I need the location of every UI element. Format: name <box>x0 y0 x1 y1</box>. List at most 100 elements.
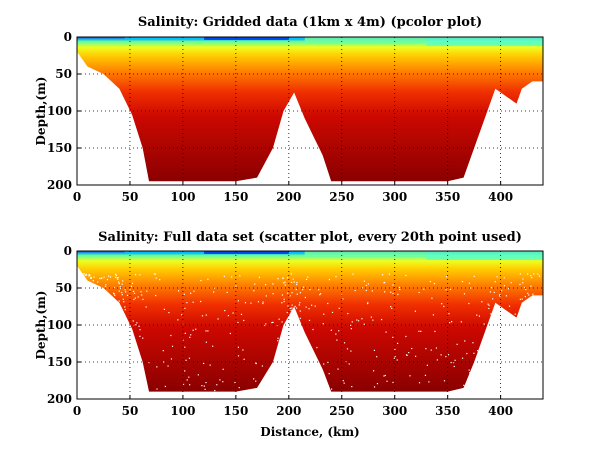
scatter-gap <box>386 380 388 382</box>
grid-lines <box>77 37 543 185</box>
scatter-gap <box>212 345 214 347</box>
scatter-gap <box>304 296 306 299</box>
scatter-gap <box>84 274 86 276</box>
scatter-gap <box>295 288 297 291</box>
scatter-gap <box>363 323 365 325</box>
scatter-gap <box>205 381 207 384</box>
chart-title: Salinity: Gridded data (1km x 4m) (pcolo… <box>138 15 482 30</box>
scatter-gap <box>469 372 471 374</box>
scatter-gap <box>126 294 129 296</box>
y-tick-label: 150 <box>47 355 72 369</box>
scatter-gap <box>223 275 225 277</box>
scatter-gap <box>277 337 279 339</box>
scatter-gap <box>130 285 133 287</box>
scatter-gap <box>207 330 209 332</box>
scatter-gap <box>319 293 322 295</box>
scatter-gap <box>392 336 394 338</box>
scatter-gap <box>234 381 236 384</box>
scatter-gap <box>77 273 79 275</box>
scatter-gap <box>530 275 532 277</box>
scatter-gap <box>192 301 194 303</box>
scatter-gap <box>282 277 284 280</box>
scatter-gap <box>201 385 203 387</box>
scatter-gap <box>450 361 452 364</box>
x-tick-label: 250 <box>329 190 354 204</box>
scatter-gap <box>367 283 369 285</box>
scatter-gap <box>328 373 330 375</box>
scatter-gap <box>331 388 333 390</box>
x-tick-label: 0 <box>73 190 81 204</box>
scatter-gap <box>182 383 185 385</box>
scatter-gap <box>284 281 286 283</box>
scatter-gap <box>281 302 283 304</box>
scatter-gap <box>351 321 353 323</box>
scatter-gap <box>384 291 386 293</box>
scatter-gap <box>525 288 527 291</box>
scatter-gap <box>487 303 489 305</box>
scatter-gap <box>466 352 468 355</box>
scatter-gap <box>426 364 428 366</box>
scatter-gap <box>460 321 462 323</box>
scatter-gap <box>514 313 516 315</box>
scatter-gap <box>142 298 144 301</box>
plot-area <box>77 251 543 392</box>
scatter-gap <box>383 375 385 377</box>
scatter-gap <box>381 274 384 276</box>
scatter-gap <box>433 282 436 285</box>
scatter-gap <box>481 301 483 303</box>
scatter-gap <box>188 376 190 378</box>
axis-ticks: 0 50 100 150 200 250 300 350 400 0 50 100 150 200 <box>47 30 513 204</box>
scatter-gap <box>154 273 157 275</box>
scatter-gap <box>139 335 141 337</box>
scatter-gap <box>231 276 233 278</box>
scatter-gap <box>277 278 279 280</box>
scatter-gap <box>323 363 325 365</box>
panel-scatter: Salinity: Full data set (scatter plot, e… <box>34 230 544 439</box>
scatter-gap <box>242 349 244 351</box>
scatter-gap <box>222 381 224 383</box>
scatter-gap <box>258 276 260 278</box>
scatter-gap <box>299 292 301 294</box>
scatter-gap <box>224 309 226 312</box>
x-tick-label: 100 <box>170 190 195 204</box>
scatter-gap <box>388 273 391 275</box>
scatter-gap <box>88 274 90 276</box>
y-axis-label: Depth,(m) <box>34 291 48 360</box>
scatter-gap <box>178 290 180 292</box>
x-tick-label: 400 <box>488 404 513 418</box>
scatter-gap <box>146 290 148 292</box>
scatter-gap <box>103 276 105 278</box>
scatter-gap <box>398 286 401 289</box>
scatter-gap <box>373 349 376 351</box>
scatter-gap <box>392 284 394 286</box>
scatter-gap <box>289 307 291 310</box>
x-tick-label: 200 <box>276 190 301 204</box>
scatter-gap <box>414 310 416 312</box>
scatter-gap <box>503 277 505 279</box>
scatter-gap <box>107 275 110 277</box>
scatter-gap <box>352 273 354 275</box>
surface-water-patch <box>304 251 427 257</box>
scatter-gap <box>114 294 116 296</box>
scatter-gap <box>499 294 501 296</box>
scatter-gap <box>253 290 255 292</box>
x-tick-label: 50 <box>122 190 139 204</box>
y-tick-label: 50 <box>55 67 72 81</box>
scatter-gap <box>85 273 87 275</box>
scatter-gap <box>331 311 334 314</box>
scatter-gap <box>494 281 496 283</box>
scatter-gap <box>323 313 325 315</box>
scatter-gap <box>308 319 311 322</box>
scatter-gap <box>97 281 99 283</box>
scatter-gap <box>524 295 526 298</box>
scatter-gap <box>365 284 367 287</box>
grid-lines <box>77 251 543 399</box>
x-tick-label: 200 <box>276 404 301 418</box>
scatter-gap <box>311 304 313 306</box>
x-tick-label: 150 <box>223 404 248 418</box>
scatter-gap <box>226 291 228 294</box>
scatter-gap <box>90 277 92 279</box>
scatter-gap <box>373 386 376 388</box>
scatter-gap <box>349 324 352 326</box>
scatter-gap <box>337 368 339 370</box>
